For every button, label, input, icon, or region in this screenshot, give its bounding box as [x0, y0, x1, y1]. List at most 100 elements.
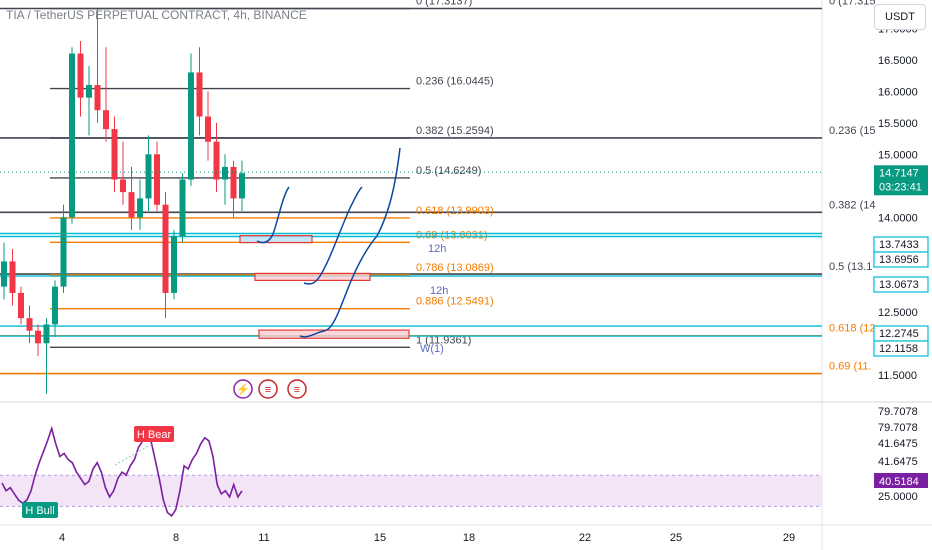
candle-body	[77, 53, 84, 98]
last-price-countdown: 03:23:41	[879, 181, 922, 193]
fib-right-label: 0.382 (14	[829, 199, 875, 211]
time-tick-label: 11	[258, 532, 269, 544]
candle-body	[103, 110, 109, 130]
level-badge	[873, 251, 929, 268]
rsi-tick-label: 41.6475	[878, 456, 918, 468]
fib-left-label: 0 (17.3137)	[416, 0, 472, 8]
candle-body	[213, 141, 220, 180]
price-tick-label: 14.0000	[878, 212, 918, 224]
h-bull-label: H Bull	[25, 505, 54, 517]
rsi-line	[1, 425, 243, 517]
timeframe-marker: 12h	[430, 285, 448, 297]
fib-left-label: 0.69 (13.6031)	[416, 229, 488, 241]
time-tick-label: 22	[579, 532, 591, 544]
candle-body	[1, 261, 7, 287]
fib-left-label: 0.236 (16.0445)	[416, 76, 494, 88]
candle-body	[137, 198, 143, 218]
flash-icon	[233, 379, 253, 399]
fib-left-label: 0.786 (13.0869)	[416, 262, 494, 274]
level-badge-label: 13.6956	[879, 254, 919, 266]
zone-1	[239, 234, 313, 244]
fib-right-label: 0 (17.315	[829, 0, 875, 8]
level-badge	[873, 340, 929, 357]
price-tick-label: 16.0000	[878, 86, 918, 98]
rsi-band	[0, 475, 822, 507]
level-badge-label: 12.2745	[879, 328, 919, 340]
candle-body	[35, 330, 41, 344]
time-tick-label: 8	[173, 532, 179, 544]
flash-icon: ⚡	[236, 383, 250, 396]
candle-body	[222, 166, 228, 180]
fib-right-label: 0.236 (15	[829, 125, 875, 137]
rsi-tick-label: 25.0000	[878, 491, 918, 503]
fib-left-label: 0.618 (13.9903)	[416, 205, 494, 217]
price-tick-label: 15.0000	[878, 149, 918, 161]
us-flag-icon: ≡	[265, 384, 271, 396]
fib-left-label: 1 (11.9361)	[416, 334, 471, 346]
rsi-tick-label: 79.7078	[878, 422, 918, 434]
price-tick-label: 11.5000	[878, 370, 917, 382]
candle-body	[179, 179, 186, 237]
divergence-link	[114, 443, 153, 466]
price-tick-label: 16.5000	[878, 55, 918, 67]
fib-right-label: 0.5 (13.1	[829, 261, 872, 273]
candle-body	[111, 129, 118, 180]
timeframe-marker: 12h	[428, 243, 446, 255]
h-bear-badge	[134, 426, 174, 442]
currency-button[interactable]: USDT	[874, 4, 926, 30]
candle-body	[43, 324, 50, 344]
h-bull-badge	[22, 502, 58, 518]
last-price-value: 14.7147	[879, 167, 919, 179]
candle-body	[128, 192, 135, 218]
candle-body	[239, 173, 245, 199]
symbol-title: TIA / TetherUS PERPETUAL CONTRACT, 4h, B…	[6, 8, 307, 22]
us-flag-icon: ≡	[294, 384, 300, 396]
price-tick-label: 15.5000	[878, 118, 918, 130]
candle-body	[171, 236, 177, 293]
fib-left-label: 0.5 (14.6249)	[416, 165, 481, 177]
candle-body	[52, 286, 58, 325]
rsi-tick-label: 41.6475	[878, 438, 918, 450]
zone-3	[258, 329, 410, 339]
candle-body	[69, 53, 75, 218]
candle-body	[154, 154, 160, 205]
candle-body	[94, 85, 101, 111]
level-badge-label: 12.1158	[879, 343, 918, 355]
rsi-current-badge	[874, 473, 928, 488]
candle-body	[196, 72, 203, 117]
timeframe-marker: W(1)	[420, 343, 444, 355]
fib-right-label: 0.618 (12	[829, 323, 875, 335]
level-badge	[873, 276, 929, 293]
time-tick-label: 4	[59, 532, 65, 544]
price-tick-label: 12.5000	[878, 307, 918, 319]
us-flag-icon	[287, 379, 307, 399]
us-flag-icon	[258, 379, 278, 399]
candle-body	[120, 179, 126, 193]
candle-body	[188, 72, 194, 180]
candle-body	[60, 217, 67, 287]
level-badge-label: 13.0673	[879, 279, 919, 291]
candle-body	[86, 85, 92, 98]
rsi-tick-label: 79.7078	[878, 406, 918, 418]
candle-body	[145, 154, 152, 199]
time-tick-label: 15	[374, 532, 386, 544]
candle-body	[9, 261, 16, 293]
fib-left-label: 0.886 (12.5491)	[416, 296, 494, 308]
fib-right-label: 0.69 (11.	[829, 361, 872, 373]
rsi-current-value: 40.5184	[879, 476, 919, 488]
fib-left-label: 0.382 (15.2594)	[416, 125, 494, 137]
candle-body	[18, 292, 24, 319]
candle-body	[205, 116, 211, 142]
projection-path	[256, 147, 401, 338]
zone-2	[254, 272, 371, 281]
candle-body	[26, 318, 33, 331]
time-tick-label: 25	[670, 532, 682, 544]
level-badge-label: 13.7433	[879, 239, 919, 251]
time-tick-label: 29	[783, 532, 795, 544]
time-tick-label: 18	[463, 532, 475, 544]
last-price-badge	[874, 165, 928, 196]
candle-body	[230, 166, 237, 199]
candle-body	[162, 204, 169, 293]
h-bear-label: H Bear	[137, 429, 172, 441]
